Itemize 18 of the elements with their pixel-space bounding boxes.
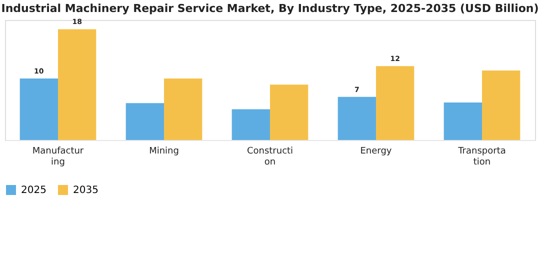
bar	[444, 102, 482, 140]
x-tick-label: Manufacturing	[32, 146, 84, 168]
chart-title: Industrial Machinery Repair Service Market, By Industry Type, 2025-2035 (USD Billion)	[1, 2, 539, 16]
bar	[270, 84, 308, 140]
legend-label: 2025	[21, 185, 46, 196]
bar	[482, 70, 520, 140]
x-tick-label: Energy	[360, 146, 392, 156]
x-tick-label: Construction	[246, 146, 294, 168]
x-tick-label: Transportation	[457, 146, 506, 168]
bar	[376, 66, 414, 140]
bar	[232, 109, 270, 140]
bar	[126, 103, 164, 140]
x-tick-label: Mining	[149, 146, 179, 156]
bar	[338, 96, 376, 140]
legend-label: 2035	[73, 185, 98, 196]
bar	[58, 29, 96, 140]
bar	[164, 78, 202, 140]
bar	[20, 78, 58, 140]
